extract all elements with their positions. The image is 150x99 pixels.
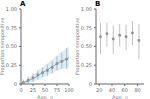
svg-text:0.75: 0.75 — [8, 25, 17, 31]
svg-text:0.25: 0.25 — [81, 62, 92, 68]
html-text:A: A — [20, 0, 26, 8]
svg-text:100: 100 — [64, 87, 74, 93]
svg-text:50: 50 — [42, 87, 48, 93]
svg-text:0.50: 0.50 — [8, 43, 17, 49]
svg-text:1.00: 1.00 — [8, 6, 17, 12]
svg-text:0.25: 0.25 — [8, 62, 17, 68]
svg-text:1.00: 1.00 — [81, 6, 92, 12]
svg-text:0: 0 — [19, 87, 22, 93]
svg-text:75: 75 — [54, 87, 60, 93]
svg-text:0.50: 0.50 — [81, 43, 92, 49]
html-text:B: B — [95, 0, 101, 8]
svg-text:60: 60 — [122, 87, 128, 93]
svg-text:Age, y: Age, y — [37, 94, 53, 99]
svg-text:0: 0 — [89, 81, 92, 87]
svg-text:40: 40 — [109, 87, 115, 93]
svg-text:25: 25 — [30, 87, 36, 93]
svg-text:80: 80 — [134, 87, 140, 93]
svg-text:Proportion seropositive: Proportion seropositive — [75, 18, 81, 76]
svg-text:0: 0 — [14, 81, 17, 87]
svg-text:20: 20 — [96, 87, 102, 93]
svg-text:Age, y: Age, y — [112, 94, 128, 99]
svg-text:0.75: 0.75 — [81, 25, 92, 31]
